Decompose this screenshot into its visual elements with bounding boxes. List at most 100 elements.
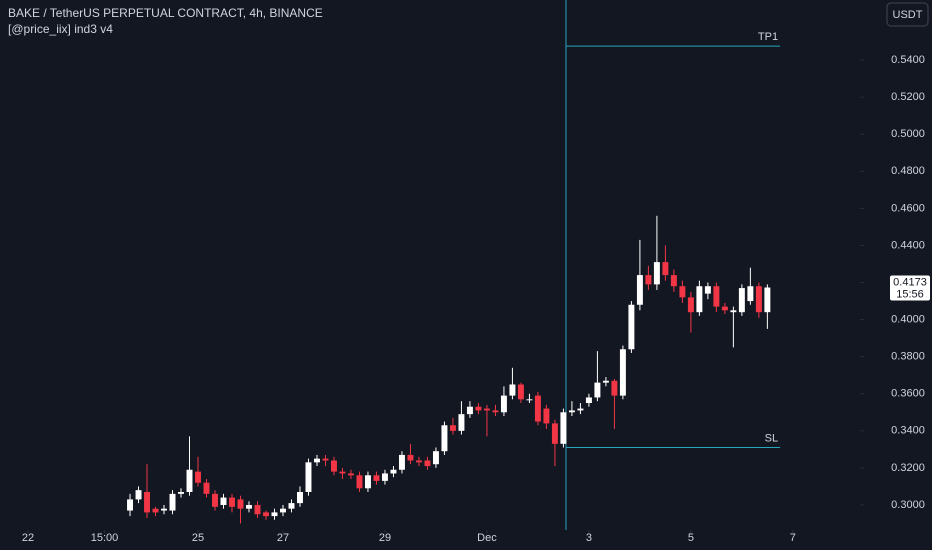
y-tick-label: 0.5200: [891, 91, 925, 103]
y-tick-label: 0.3200: [891, 462, 925, 474]
candle-body: [203, 482, 210, 494]
currency-button[interactable]: [886, 2, 929, 27]
candle-body: [738, 288, 745, 313]
candle-body: [696, 286, 703, 313]
candle-body: [288, 503, 295, 509]
candle-body: [662, 262, 669, 276]
candle-body: [297, 491, 303, 504]
candle-body: [195, 471, 201, 483]
candle-body: [424, 460, 431, 467]
y-tick-label: 0.4000: [891, 314, 925, 326]
candle-body: [449, 425, 456, 431]
candle-body: [220, 497, 227, 505]
candle-body: [271, 512, 278, 517]
candle-body: [246, 504, 252, 509]
y-tick-label: 0.3800: [891, 351, 925, 363]
candle-body: [713, 286, 720, 307]
y-tick-label: 0.4600: [891, 202, 925, 214]
candle-body: [628, 304, 635, 350]
candle-body: [305, 462, 312, 492]
y-tick-label: 0.3400: [891, 425, 925, 437]
candle-body: [263, 512, 269, 517]
candle-body: [543, 408, 550, 424]
candle-body: [483, 408, 490, 411]
candle-body: [551, 423, 558, 444]
candle-body: [152, 508, 159, 513]
candle-body: [500, 395, 507, 413]
candle-body: [373, 475, 380, 481]
candle-body: [390, 469, 397, 474]
candle-body: [169, 493, 176, 511]
candle-body: [432, 451, 439, 465]
candle-body: [475, 406, 482, 411]
last-price-label: 0.4173: [893, 276, 927, 288]
candle-body: [670, 275, 677, 287]
candle-body: [330, 460, 337, 472]
x-tick-label: 7: [790, 532, 796, 544]
candle-body: [322, 458, 329, 461]
candle-body: [178, 491, 184, 494]
candle-body: [585, 397, 592, 404]
y-tick-label: 0.5400: [891, 54, 925, 66]
candle-body: [135, 490, 142, 500]
y-tick-label: 0.5000: [891, 128, 925, 140]
candle-body: [407, 454, 414, 461]
candle-body: [458, 414, 465, 431]
candle-body: [347, 473, 354, 476]
candle-body: [356, 475, 363, 489]
chart-subtitle: [@price_iix] ind3 v4: [8, 22, 113, 36]
candle-body: [144, 491, 150, 513]
candle-body: [602, 380, 609, 383]
last-price-box: [890, 275, 930, 301]
chart-title: BAKE / TetherUS PERPETUAL CONTRACT, 4h, …: [8, 6, 323, 20]
candle-body: [577, 408, 584, 411]
candle-body: [517, 384, 524, 400]
candle-body: [755, 286, 762, 313]
candle-body: [619, 349, 626, 396]
candle-body: [339, 471, 346, 474]
candle-body: [721, 306, 728, 311]
candle-body: [747, 286, 754, 302]
candle-body: [611, 380, 618, 396]
candle-body: [280, 508, 286, 513]
candle-body: [653, 262, 660, 285]
candle-body: [636, 275, 643, 305]
x-tick-label: 25: [192, 532, 204, 544]
level-label: SL: [765, 432, 778, 444]
candle-body: [398, 454, 405, 470]
candle-body: [594, 382, 601, 398]
x-tick-label: 27: [277, 532, 289, 544]
candle-body: [186, 469, 193, 492]
candle-body: [526, 399, 533, 401]
candle-body: [415, 460, 422, 463]
candle-body: [534, 395, 541, 422]
candle-body: [466, 406, 473, 415]
candle-body: [229, 497, 235, 507]
countdown-label: 15:56: [896, 288, 924, 300]
candle-body: [237, 499, 244, 509]
candle-body: [730, 310, 737, 313]
candle-body: [381, 473, 388, 481]
plot: TP1 SL: [127, 0, 781, 530]
candle-body: [645, 275, 652, 285]
candle-body: [568, 410, 575, 413]
currency-label[interactable]: USDT: [893, 9, 923, 21]
y-tick-label: 0.3600: [891, 388, 925, 400]
candle-body: [687, 297, 694, 313]
candle-body: [679, 286, 686, 298]
candle-body: [314, 458, 320, 463]
level-label: TP1: [758, 31, 778, 43]
candle-body: [560, 412, 567, 444]
x-tick-label: 29: [379, 532, 391, 544]
candle-body: [212, 493, 218, 507]
y-tick-label: 0.4800: [891, 165, 925, 177]
candle-body: [254, 504, 261, 515]
x-tick-label: 15:00: [91, 532, 119, 544]
x-tick-label: 5: [688, 532, 694, 544]
candle-body: [364, 475, 371, 489]
y-tick-label: 0.3000: [891, 499, 925, 511]
candle-body: [509, 384, 516, 396]
